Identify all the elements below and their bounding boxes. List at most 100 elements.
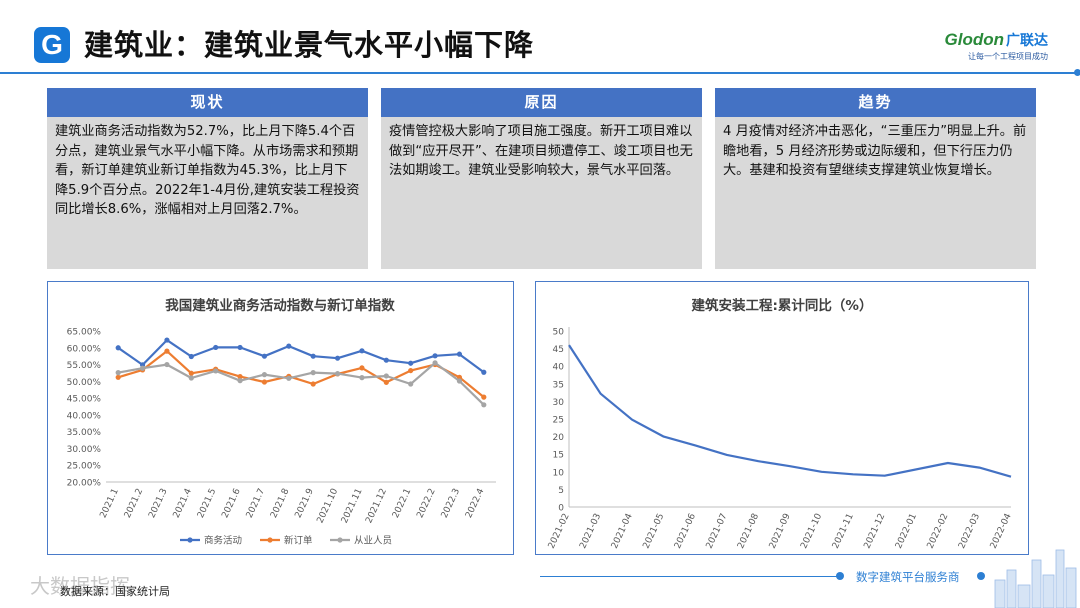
data-point [115, 345, 121, 351]
y-tick-label: 50.00% [67, 378, 102, 388]
x-tick-label: 2021.7 [245, 487, 267, 520]
x-tick-label: 2021.9 [294, 487, 316, 520]
y-tick-label: 20.00% [67, 479, 102, 489]
data-point [213, 344, 219, 351]
reason-box-title: 原因 [381, 88, 702, 117]
legend-marker [337, 537, 343, 543]
x-tick-label: 2021.10 [315, 487, 340, 525]
x-tick-label: 2021-07 [705, 512, 730, 550]
x-tick-label: 2022-03 [957, 512, 982, 550]
x-tick-label: 2022.3 [440, 487, 462, 520]
y-tick-label: 40.00% [67, 411, 102, 421]
data-source: 数据来源：国家统计局 [60, 585, 170, 598]
y-tick-label: 50 [553, 328, 565, 338]
status-box-title: 现状 [47, 88, 368, 117]
watermark: 大数据指挥 [30, 574, 130, 598]
brand-cn: 广联达 [1006, 32, 1048, 48]
legend-label: 从业人员 [354, 536, 392, 547]
y-tick-label: 35.00% [67, 428, 102, 438]
trend-box: 趋势 4 月疫情对经济冲击恶化，“三重压力”明显上升。前瞻地看，5 月经济形势或… [715, 88, 1036, 269]
x-tick-label: 2021.11 [340, 487, 365, 525]
data-point [481, 394, 487, 400]
data-point [383, 357, 389, 363]
x-tick-label: 2021-10 [799, 512, 824, 551]
status-box: 现状 建筑业商务活动指数为52.7%，比上月下降5.4个百分点，建筑业景气水平小… [47, 88, 368, 269]
data-point [481, 402, 487, 408]
platform-slogan: 数字建筑平台服务商 [856, 570, 960, 584]
x-tick-label: 2022.4 [464, 487, 486, 520]
x-tick-label: 2021-02 [547, 512, 572, 550]
chart-title: 我国建筑业商务活动指数与新订单指数 [165, 297, 395, 314]
data-point [261, 353, 268, 359]
x-tick-label: 2021.4 [172, 487, 194, 520]
status-box-text: 建筑业商务活动指数为52.7%，比上月下降5.4个百分点，建筑业景气水平小幅下降… [55, 124, 360, 217]
logo-g-icon: G [34, 27, 70, 63]
data-point [164, 348, 170, 354]
data-point [115, 374, 121, 380]
data-point [237, 374, 243, 380]
brand-slogan: 让每一个工程项目成功 [968, 52, 1048, 61]
y-tick-label: 20 [553, 433, 565, 443]
x-tick-label: 2022.1 [391, 487, 413, 520]
page-title: 建筑业：建筑业景气水平小幅下降 [84, 28, 535, 62]
y-tick-label: 15 [553, 451, 564, 461]
data-point [213, 368, 219, 374]
x-tick-label: 2022.2 [415, 487, 437, 520]
data-point [261, 372, 268, 378]
brand-name: Glodon [944, 30, 1004, 49]
data-point [334, 355, 341, 361]
data-point [286, 375, 292, 381]
header-divider-dot [1074, 69, 1080, 76]
legend-label: 新订单 [284, 535, 313, 547]
city-skyline-icon [994, 549, 1077, 608]
data-point [261, 379, 268, 385]
y-tick-label: 65.00% [67, 328, 102, 338]
data-point [408, 381, 414, 387]
x-tick-label: 2021-08 [736, 512, 761, 551]
data-point [359, 365, 365, 371]
data-point [310, 353, 316, 359]
y-tick-label: 35 [553, 380, 564, 390]
construction-chart: 建筑安装工程:累计同比（%）504540353025201510502021-0… [547, 297, 1014, 551]
data-point [432, 360, 438, 366]
data-point [408, 367, 414, 374]
footer-divider [540, 576, 840, 577]
x-tick-label: 2021.3 [147, 487, 169, 520]
y-tick-label: 40 [553, 363, 565, 373]
x-tick-label: 2021.6 [220, 487, 242, 520]
x-tick-label: 2021-11 [831, 512, 856, 550]
legend-marker [267, 537, 273, 543]
x-tick-label: 2022-01 [894, 512, 919, 550]
y-tick-label: 45.00% [67, 395, 102, 405]
series-line [568, 344, 1012, 478]
data-point [481, 369, 487, 375]
y-tick-label: 60.00% [67, 344, 102, 354]
trend-box-text: 4 月疫情对经济冲击恶化，“三重压力”明显上升。前瞻地看，5 月经济形势或边际缓… [723, 124, 1027, 178]
x-tick-label: 2021.1 [99, 487, 121, 520]
x-tick-label: 2021-04 [610, 512, 635, 551]
y-tick-label: 55.00% [67, 361, 102, 371]
data-point [164, 337, 170, 343]
y-tick-label: 30.00% [67, 445, 102, 455]
y-tick-label: 25.00% [67, 462, 102, 472]
data-point [456, 378, 463, 384]
x-tick-label: 2021.12 [364, 487, 389, 525]
x-tick-label: 2021-05 [641, 512, 666, 550]
reason-box: 原因 疫情管控极大影响了项目施工强度。新开工项目难以做到“应开尽开”、在建项目频… [381, 88, 702, 269]
data-point [115, 370, 121, 376]
x-tick-label: 2021.8 [269, 487, 291, 520]
data-point [164, 361, 170, 368]
pmi-chart-panel: 我国建筑业商务活动指数与新订单指数 65.00% 60.00% 55.00% 50.00… [47, 281, 514, 555]
data-point [310, 381, 316, 387]
data-point [359, 375, 365, 381]
y-tick-label: 10 [553, 468, 565, 478]
header-divider [0, 72, 1080, 74]
series-line [117, 339, 485, 374]
x-tick-label: 2022-02 [926, 512, 951, 550]
trend-box-title: 趋势 [715, 88, 1036, 117]
data-point [432, 353, 438, 359]
data-point [188, 370, 194, 376]
legend-label: 商务活动 [204, 535, 242, 547]
data-point [188, 353, 194, 360]
data-point [383, 379, 389, 385]
